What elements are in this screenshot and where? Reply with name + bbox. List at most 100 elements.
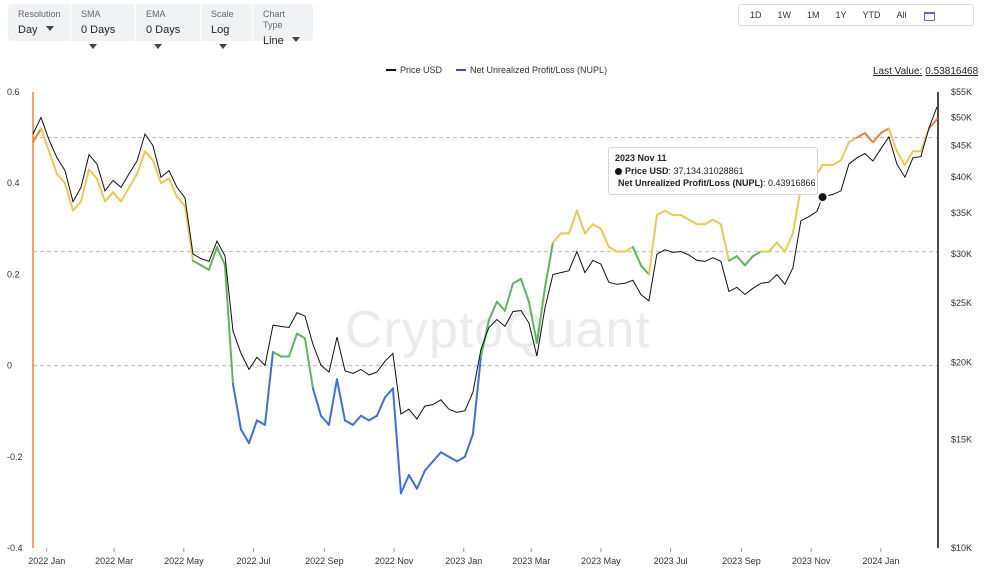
chevron-down-icon xyxy=(154,44,162,50)
scale-select[interactable]: Scale Log xyxy=(200,4,252,50)
nupl-segment xyxy=(111,191,122,203)
nupl-segment xyxy=(47,150,58,176)
nupl-segment xyxy=(343,419,354,426)
sma-value: 0 Days xyxy=(81,24,116,36)
nupl-segment xyxy=(647,214,658,276)
nupl-segment xyxy=(247,419,258,445)
tooltip-row-nupl: Net Unrealized Profit/Loss (NUPL) : 0.43… xyxy=(615,177,816,189)
x-tick-label: 2024 Jan xyxy=(862,556,899,566)
hover-point-price xyxy=(816,191,829,204)
nupl-segment xyxy=(311,387,322,417)
nupl-segment xyxy=(71,200,82,212)
scale-label: Scale xyxy=(211,9,234,19)
y-left-tick-label: 0.4 xyxy=(7,178,20,188)
legend-label-price: Price USD xyxy=(400,65,443,75)
tooltip-nupl-value: : 0.43916866 xyxy=(763,178,816,188)
last-value-readout: Last Value: 0.53816468 xyxy=(873,66,978,77)
nupl-segment xyxy=(855,132,866,139)
nupl-segment xyxy=(711,218,722,226)
ema-select[interactable]: EMA 0 Days xyxy=(135,4,200,50)
y-right-tick-label: $15K xyxy=(951,435,972,445)
nupl-segment xyxy=(887,127,898,153)
legend-swatch-nupl xyxy=(456,69,467,71)
nupl-segment xyxy=(351,414,362,426)
nupl-segment xyxy=(743,255,754,267)
y-right-tick-label: $10K xyxy=(951,543,972,553)
nupl-segment xyxy=(535,287,546,344)
nupl-segment xyxy=(183,205,194,262)
tooltip-price-value: : 37,134.31028861 xyxy=(668,166,744,176)
nupl-segment xyxy=(599,227,610,249)
nupl-segment xyxy=(551,232,562,244)
nupl-segment xyxy=(767,241,778,253)
y-left-tick-label: 0.2 xyxy=(7,269,20,279)
chart-legend: Price USD Net Unrealized Profit/Loss (NU… xyxy=(386,65,621,75)
nupl-segment xyxy=(375,396,386,417)
y-right-tick-label: $40K xyxy=(951,172,972,182)
nupl-segment xyxy=(167,177,178,198)
x-tick-label: 2022 Jul xyxy=(237,556,271,566)
range-1m-button[interactable]: 1M xyxy=(807,10,820,20)
y-left-tick-label: 0 xyxy=(7,361,12,371)
legend-item-nupl[interactable]: Net Unrealized Profit/Loss (NUPL) xyxy=(456,65,607,75)
nupl-segment xyxy=(335,378,346,422)
sma-select[interactable]: SMA 0 Days xyxy=(70,4,135,50)
nupl-segment xyxy=(863,132,874,144)
nupl-segment xyxy=(223,264,234,385)
x-tick-label: 2022 May xyxy=(164,556,204,566)
x-tick-label: 2022 Sep xyxy=(305,556,344,566)
nupl-segment xyxy=(719,223,730,262)
nupl-segment xyxy=(407,474,418,490)
nupl-segment xyxy=(55,173,66,185)
range-1d-button[interactable]: 1D xyxy=(750,10,762,20)
chart-type-select[interactable]: Chart Type Line xyxy=(252,4,313,47)
nupl-segment xyxy=(895,150,906,166)
nupl-segment xyxy=(79,168,90,203)
tooltip-nupl-label: Net Unrealized Profit/Loss (NUPL) xyxy=(618,178,764,188)
nupl-segment xyxy=(39,127,50,153)
sma-label: SMA xyxy=(81,9,101,19)
nupl-segment xyxy=(463,433,474,458)
nupl-segment xyxy=(319,414,330,426)
resolution-select[interactable]: Resolution Day xyxy=(8,4,70,41)
nupl-segment xyxy=(735,255,746,267)
nupl-segment xyxy=(431,451,442,463)
range-all-button[interactable]: All xyxy=(896,10,907,20)
nupl-segment xyxy=(623,246,634,253)
y-right-tick-label: $45K xyxy=(951,141,972,151)
range-1w-button[interactable]: 1W xyxy=(777,10,792,20)
nupl-segment xyxy=(32,127,42,144)
nupl-segment xyxy=(519,277,530,303)
nupl-segment xyxy=(263,350,274,426)
nupl-segment xyxy=(271,350,282,358)
y-right-tick-label: $50K xyxy=(951,112,972,122)
ema-label: EMA xyxy=(146,9,166,19)
nupl-segment xyxy=(215,246,226,267)
nupl-segment xyxy=(663,209,674,217)
left-axis-ticks: 0.6 0.4 0.2 0 -0.2 -0.4 xyxy=(7,87,23,553)
ema-value: 0 Days xyxy=(146,24,181,36)
tooltip-date: 2023 Nov 11 xyxy=(615,153,667,163)
nupl-segment xyxy=(679,214,690,221)
nupl-segment xyxy=(543,241,554,290)
nupl-segment xyxy=(95,177,106,203)
nupl-segment xyxy=(119,186,130,203)
x-axis-ticks: 2022 Jan 2022 Mar 2022 May 2022 Jul 2022 Sep… xyxy=(28,548,899,566)
nupl-segment xyxy=(639,264,650,276)
nupl-segment xyxy=(567,209,578,235)
y-left-tick-label: -0.4 xyxy=(7,543,23,553)
nupl-segment xyxy=(583,223,594,235)
nupl-segment xyxy=(631,246,642,267)
y-right-tick-label: $30K xyxy=(951,249,972,259)
nupl-segment xyxy=(103,191,114,203)
nupl-segment xyxy=(87,168,98,180)
nupl-segment xyxy=(383,387,394,399)
tooltip-row-price: Price USD : 37,134.31028861 xyxy=(615,165,811,177)
nupl-segment xyxy=(847,136,858,144)
range-ytd-button[interactable]: YTD xyxy=(862,10,881,20)
legend-item-price[interactable]: Price USD xyxy=(386,65,442,75)
range-1y-button[interactable]: 1Y xyxy=(835,10,847,20)
chevron-down-icon xyxy=(219,44,227,50)
calendar-icon[interactable] xyxy=(923,10,935,21)
